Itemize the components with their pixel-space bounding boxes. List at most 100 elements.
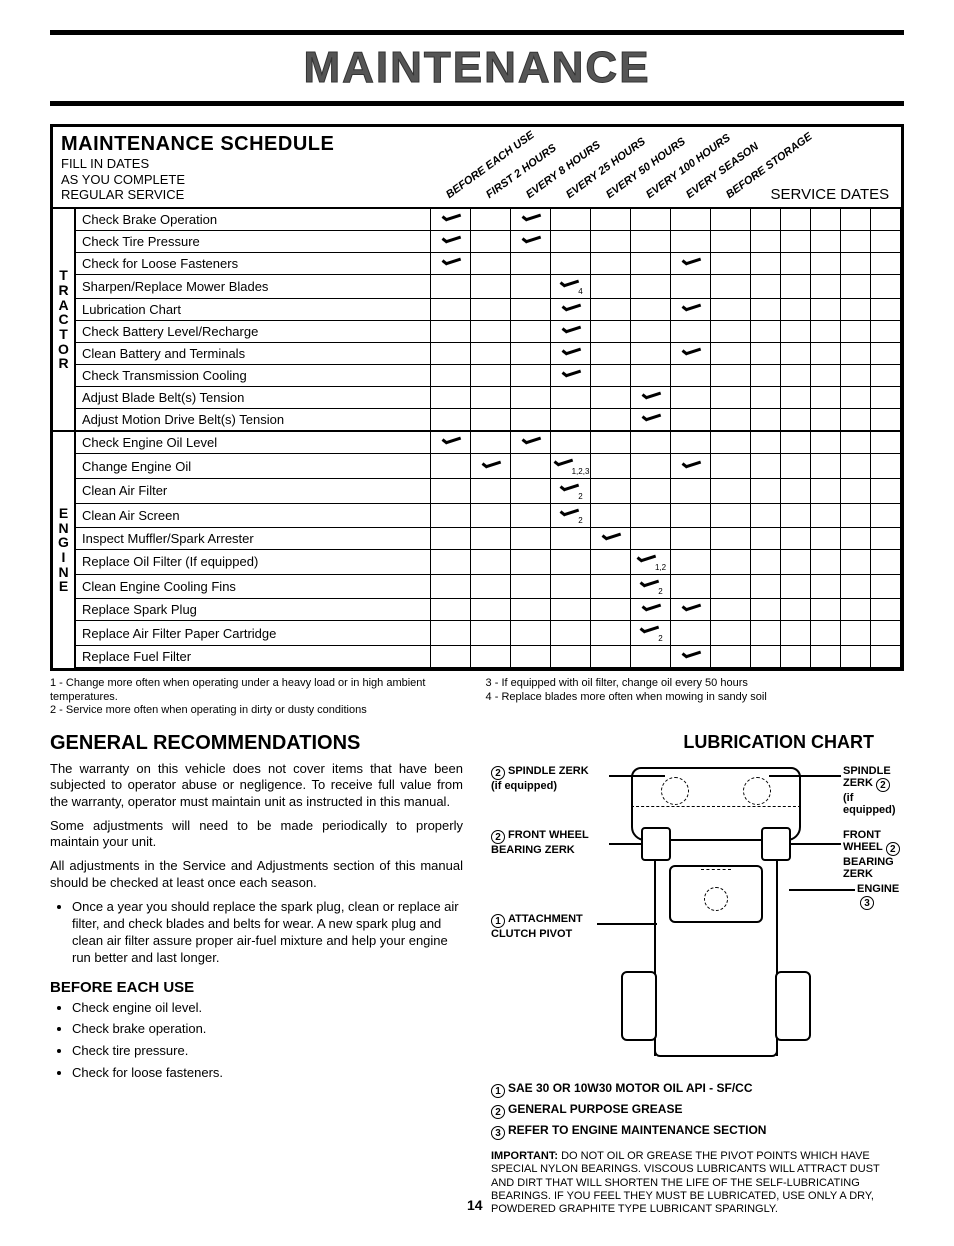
service-date-cell[interactable] bbox=[841, 274, 871, 299]
service-date-cell[interactable] bbox=[751, 621, 781, 646]
service-date-cell[interactable] bbox=[871, 274, 901, 299]
service-date-cell[interactable] bbox=[751, 343, 781, 365]
service-date-cell[interactable] bbox=[751, 599, 781, 621]
service-date-cell[interactable] bbox=[751, 230, 781, 252]
service-date-cell[interactable] bbox=[871, 343, 901, 365]
service-date-cell[interactable] bbox=[841, 230, 871, 252]
service-date-cell[interactable] bbox=[871, 365, 901, 387]
service-date-cell[interactable] bbox=[751, 574, 781, 599]
service-date-cell[interactable] bbox=[811, 274, 841, 299]
service-date-cell[interactable] bbox=[841, 409, 871, 432]
service-date-cell[interactable] bbox=[781, 503, 811, 528]
service-date-cell[interactable] bbox=[841, 599, 871, 621]
service-date-cell[interactable] bbox=[871, 599, 901, 621]
service-date-cell[interactable] bbox=[841, 454, 871, 479]
service-date-cell[interactable] bbox=[751, 409, 781, 432]
service-date-cell[interactable] bbox=[841, 208, 871, 231]
service-date-cell[interactable] bbox=[751, 503, 781, 528]
service-date-cell[interactable] bbox=[781, 574, 811, 599]
service-date-cell[interactable] bbox=[811, 208, 841, 231]
service-date-cell[interactable] bbox=[781, 387, 811, 409]
service-date-cell[interactable] bbox=[781, 478, 811, 503]
service-date-cell[interactable] bbox=[841, 365, 871, 387]
service-date-cell[interactable] bbox=[781, 299, 811, 321]
service-date-cell[interactable] bbox=[841, 478, 871, 503]
service-date-cell[interactable] bbox=[811, 299, 841, 321]
service-date-cell[interactable] bbox=[871, 299, 901, 321]
service-date-cell[interactable] bbox=[751, 550, 781, 575]
service-date-cell[interactable] bbox=[871, 503, 901, 528]
service-date-cell[interactable] bbox=[781, 599, 811, 621]
service-date-cell[interactable] bbox=[871, 252, 901, 274]
service-date-cell[interactable] bbox=[751, 645, 781, 667]
service-date-cell[interactable] bbox=[871, 574, 901, 599]
service-date-cell[interactable] bbox=[781, 454, 811, 479]
service-date-cell[interactable] bbox=[811, 343, 841, 365]
service-date-cell[interactable] bbox=[751, 274, 781, 299]
service-date-cell[interactable] bbox=[811, 252, 841, 274]
service-date-cell[interactable] bbox=[811, 645, 841, 667]
service-date-cell[interactable] bbox=[781, 252, 811, 274]
service-date-cell[interactable] bbox=[841, 387, 871, 409]
service-date-cell[interactable] bbox=[811, 321, 841, 343]
service-date-cell[interactable] bbox=[781, 321, 811, 343]
service-date-cell[interactable] bbox=[751, 321, 781, 343]
service-date-cell[interactable] bbox=[811, 409, 841, 432]
service-date-cell[interactable] bbox=[811, 478, 841, 503]
service-date-cell[interactable] bbox=[841, 431, 871, 454]
service-date-cell[interactable] bbox=[811, 387, 841, 409]
service-date-cell[interactable] bbox=[811, 550, 841, 575]
service-date-cell[interactable] bbox=[871, 387, 901, 409]
service-date-cell[interactable] bbox=[811, 574, 841, 599]
service-date-cell[interactable] bbox=[781, 343, 811, 365]
service-date-cell[interactable] bbox=[871, 478, 901, 503]
service-date-cell[interactable] bbox=[871, 321, 901, 343]
service-date-cell[interactable] bbox=[841, 321, 871, 343]
service-date-cell[interactable] bbox=[871, 528, 901, 550]
service-date-cell[interactable] bbox=[751, 387, 781, 409]
service-date-cell[interactable] bbox=[751, 431, 781, 454]
service-date-cell[interactable] bbox=[781, 230, 811, 252]
service-date-cell[interactable] bbox=[781, 365, 811, 387]
service-date-cell[interactable] bbox=[841, 343, 871, 365]
service-date-cell[interactable] bbox=[811, 230, 841, 252]
service-date-cell[interactable] bbox=[841, 621, 871, 646]
service-date-cell[interactable] bbox=[781, 431, 811, 454]
service-date-cell[interactable] bbox=[751, 478, 781, 503]
service-date-cell[interactable] bbox=[871, 621, 901, 646]
service-date-cell[interactable] bbox=[811, 454, 841, 479]
service-date-cell[interactable] bbox=[841, 503, 871, 528]
service-date-cell[interactable] bbox=[841, 528, 871, 550]
service-date-cell[interactable] bbox=[781, 645, 811, 667]
service-date-cell[interactable] bbox=[781, 208, 811, 231]
service-date-cell[interactable] bbox=[871, 230, 901, 252]
service-date-cell[interactable] bbox=[871, 645, 901, 667]
service-date-cell[interactable] bbox=[871, 431, 901, 454]
service-date-cell[interactable] bbox=[871, 409, 901, 432]
service-date-cell[interactable] bbox=[811, 621, 841, 646]
service-date-cell[interactable] bbox=[811, 599, 841, 621]
service-date-cell[interactable] bbox=[751, 208, 781, 231]
service-date-cell[interactable] bbox=[781, 409, 811, 432]
service-date-cell[interactable] bbox=[781, 528, 811, 550]
service-date-cell[interactable] bbox=[751, 299, 781, 321]
service-date-cell[interactable] bbox=[841, 252, 871, 274]
service-date-cell[interactable] bbox=[811, 431, 841, 454]
service-date-cell[interactable] bbox=[781, 621, 811, 646]
service-date-cell[interactable] bbox=[811, 528, 841, 550]
service-date-cell[interactable] bbox=[751, 365, 781, 387]
service-date-cell[interactable] bbox=[751, 528, 781, 550]
service-date-cell[interactable] bbox=[751, 454, 781, 479]
service-date-cell[interactable] bbox=[841, 645, 871, 667]
service-date-cell[interactable] bbox=[781, 550, 811, 575]
service-date-cell[interactable] bbox=[871, 454, 901, 479]
service-date-cell[interactable] bbox=[811, 365, 841, 387]
service-date-cell[interactable] bbox=[781, 274, 811, 299]
service-date-cell[interactable] bbox=[871, 550, 901, 575]
service-date-cell[interactable] bbox=[811, 503, 841, 528]
service-date-cell[interactable] bbox=[841, 299, 871, 321]
service-date-cell[interactable] bbox=[871, 208, 901, 231]
service-date-cell[interactable] bbox=[751, 252, 781, 274]
service-date-cell[interactable] bbox=[841, 550, 871, 575]
service-date-cell[interactable] bbox=[841, 574, 871, 599]
